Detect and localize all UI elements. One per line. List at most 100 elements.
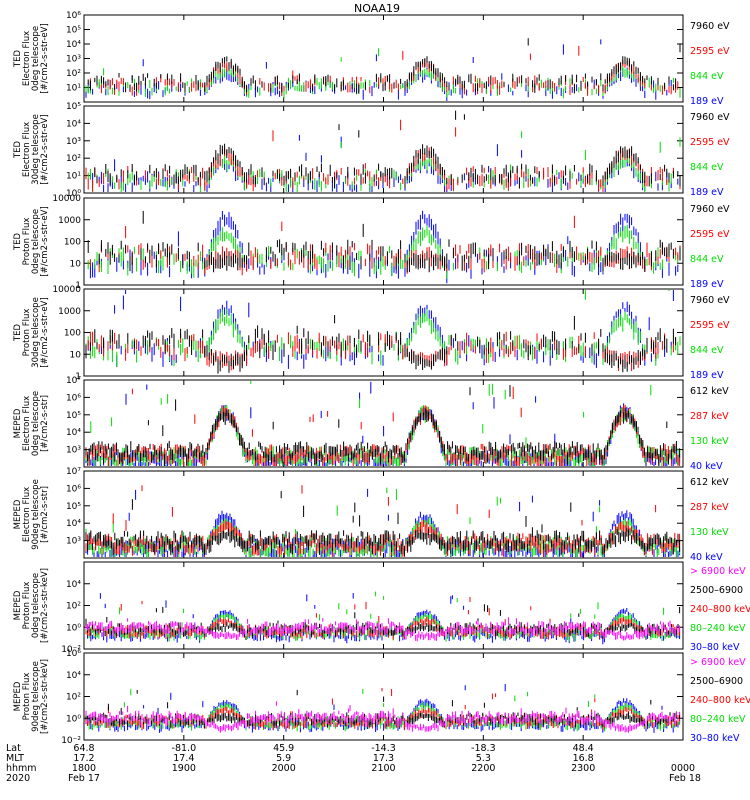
y-axis-label-line: [#/cm2-s-str-eV] xyxy=(40,114,50,184)
series-green xyxy=(85,290,681,367)
series-green xyxy=(85,591,681,642)
y-tick-label: 100 xyxy=(64,238,81,248)
series-black xyxy=(87,38,681,94)
series-group xyxy=(85,38,681,101)
series-group xyxy=(85,591,681,645)
legend-item: 2595 eV xyxy=(690,229,730,240)
series-group xyxy=(85,381,681,466)
legend-item: 80–240 keV xyxy=(690,623,746,634)
series-green xyxy=(85,381,681,466)
x-row-label: 2020 xyxy=(6,773,30,784)
x-tick-hhmm: 2000 xyxy=(272,763,296,774)
y-axis-label: TEDElectron Flux30deg telescope[#/cm2-s-… xyxy=(13,114,50,185)
legend-item: 189 eV xyxy=(690,279,724,290)
legend-item: 40 keV xyxy=(690,552,723,563)
y-axis-label-line: 0deg telescope xyxy=(31,391,41,456)
y-axis-label: MEPEDProton Flux90deg telescope[#/cm2-s-… xyxy=(13,659,50,734)
y-axis-label-line: TED xyxy=(13,49,23,68)
legend-item: 189 eV xyxy=(690,187,724,198)
y-tick-label: 10 xyxy=(70,259,82,269)
y-tick-label: 10⁷ xyxy=(66,467,81,477)
series-blue xyxy=(85,381,681,466)
y-tick-label: 10⁵ xyxy=(66,502,81,512)
legend-item: 844 eV xyxy=(690,345,724,356)
y-axis-label-line: MEPED xyxy=(13,590,23,620)
series-red xyxy=(85,119,681,192)
legend-item: 40 keV xyxy=(690,461,723,472)
series-black xyxy=(85,315,677,374)
series-group xyxy=(85,684,681,733)
y-tick-label: 10 xyxy=(70,350,82,360)
y-axis-label-line: TED xyxy=(13,323,23,342)
series-red xyxy=(85,597,681,640)
legend-item: 240–800 keV xyxy=(690,695,750,706)
x-tick-mlt: 17.2 xyxy=(73,753,94,764)
y-axis-label-line: Proton Flux xyxy=(22,673,32,721)
y-tick-label: 10⁷ xyxy=(66,376,81,386)
legend-item: 2595 eV xyxy=(690,320,730,331)
panel-ted-e-0: 10¹ 10² 10³ 10⁴ 10⁵ 10⁶ TEDElectron Flux0deg t… xyxy=(13,11,730,107)
legend-item: > 6900 keV xyxy=(690,566,746,577)
series-black xyxy=(85,689,681,729)
y-axis-label-line: Electron Flux xyxy=(22,122,32,177)
y-axis-label-line: 0deg telescope xyxy=(31,573,41,638)
y-tick-label: 10³ xyxy=(66,537,81,547)
legend-item: 7960 eV xyxy=(690,21,730,32)
legend-item: 189 eV xyxy=(690,370,724,381)
y-tick-label: 10³ xyxy=(66,137,81,147)
y-tick-label: 10⁰ xyxy=(66,714,81,724)
legend-item: 189 eV xyxy=(690,96,724,107)
x-tick-hhmm: 1800 xyxy=(72,763,96,774)
y-axis-label-line: 90deg telescope xyxy=(31,661,41,732)
y-axis-label-line: 0deg telescope xyxy=(31,209,41,274)
series-group xyxy=(87,210,681,284)
y-axis-label-line: Proton Flux xyxy=(22,582,32,630)
y-tick-label: 10⁶ xyxy=(66,649,81,659)
series-green xyxy=(85,688,681,732)
y-tick-label: 10¹ xyxy=(66,172,81,182)
y-tick-label: 10⁴ xyxy=(66,519,81,529)
y-tick-label: 1 xyxy=(75,281,81,291)
figure-title: NOAA19 xyxy=(354,2,400,15)
legend-item: 130 keV xyxy=(690,436,729,447)
series-blue xyxy=(85,684,681,733)
x-tick-mlt: 17.3 xyxy=(373,753,394,764)
y-tick-label: 10⁴ xyxy=(66,40,81,50)
y-axis-label-line: Proton Flux xyxy=(22,309,32,357)
series-black xyxy=(85,385,681,466)
series-green xyxy=(85,487,681,557)
y-tick-label: 1000 xyxy=(58,216,81,226)
y-axis-label-line: MEPED xyxy=(13,408,23,438)
y-axis-label: TEDProton Flux30deg telescope[#/cm2-s-st… xyxy=(13,297,50,368)
y-tick-label: 10⁰ xyxy=(66,189,81,199)
panel-frame xyxy=(83,197,684,286)
y-tick-label: 10⁵ xyxy=(66,26,81,36)
y-axis-label: MEPEDProton Flux0deg telescope[#/cm2-s-s… xyxy=(13,568,50,643)
y-axis-label-line: Proton Flux xyxy=(22,218,32,266)
y-tick-label: 10³ xyxy=(66,446,81,456)
y-tick-label: 10² xyxy=(66,154,81,164)
x-tick-lat: 48.4 xyxy=(573,743,594,754)
y-tick-label: 10² xyxy=(66,693,81,703)
y-tick-label: 10³ xyxy=(66,55,81,65)
y-axis-label-line: TED xyxy=(13,232,23,251)
y-axis-label-line: Electron Flux xyxy=(22,31,32,86)
x-tick-date: Feb 17 xyxy=(68,773,100,784)
series-green xyxy=(87,131,681,192)
series-red xyxy=(85,485,681,557)
x-tick-hhmm: 2300 xyxy=(571,763,595,774)
y-axis-label-line: [#/cm2-s-str] xyxy=(40,486,50,543)
x-tick-lat: 64.8 xyxy=(73,743,94,754)
x-tick-mlt: 5.9 xyxy=(276,753,291,764)
legend-item: 287 keV xyxy=(690,411,729,422)
legend-item: 2595 eV xyxy=(690,137,730,148)
y-axis-label-line: [#/cm2-s-str] xyxy=(40,395,50,452)
x-tick-mlt: 17.4 xyxy=(173,753,194,764)
x-tick-date: Feb 18 xyxy=(669,773,701,784)
legend-item: 2500–6900 xyxy=(690,676,743,687)
y-axis-label-line: MEPED xyxy=(13,681,23,711)
legend-item: 844 eV xyxy=(690,71,724,82)
y-tick-label: 10⁻² xyxy=(61,645,81,655)
x-tick-lat: -18.3 xyxy=(471,743,496,754)
